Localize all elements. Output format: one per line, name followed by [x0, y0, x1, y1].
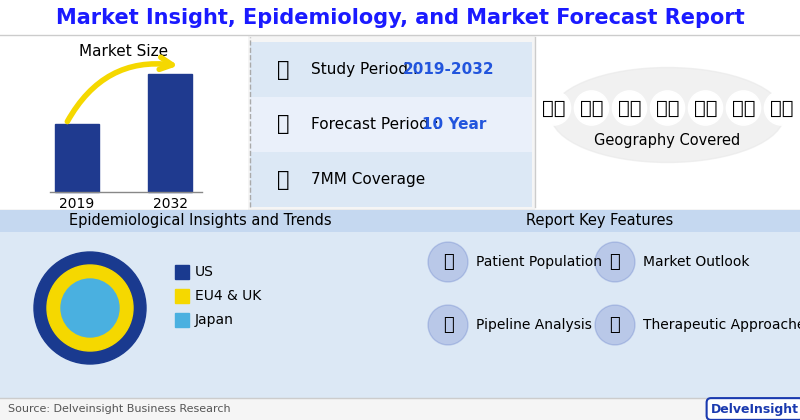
Text: 🇺🇸: 🇺🇸 [542, 99, 566, 118]
Text: 👥: 👥 [442, 253, 454, 271]
Text: Market Outlook: Market Outlook [643, 255, 750, 269]
Text: 2019: 2019 [59, 197, 94, 211]
Text: Japan: Japan [195, 313, 234, 327]
Text: Epidemiological Insights and Trends: Epidemiological Insights and Trends [69, 213, 331, 228]
Text: Pipeline Analysis: Pipeline Analysis [476, 318, 592, 332]
Text: DelveInsight: DelveInsight [711, 402, 799, 415]
Text: 🇯🇵: 🇯🇵 [580, 99, 603, 118]
Circle shape [595, 305, 635, 345]
Text: Market Size: Market Size [79, 45, 169, 60]
Text: Market Insight, Epidemiology, and Market Forecast Report: Market Insight, Epidemiology, and Market… [56, 8, 744, 28]
Text: US: US [195, 265, 214, 279]
FancyBboxPatch shape [0, 210, 400, 398]
Bar [175, 289, 189, 303]
Text: 10 Year: 10 Year [422, 117, 486, 132]
FancyBboxPatch shape [400, 210, 800, 232]
FancyBboxPatch shape [250, 152, 532, 207]
Circle shape [61, 279, 119, 337]
FancyBboxPatch shape [0, 210, 400, 232]
Text: Geography Covered: Geography Covered [594, 132, 741, 147]
Bar [148, 74, 192, 192]
Bar [175, 313, 189, 327]
Circle shape [689, 91, 722, 125]
FancyBboxPatch shape [0, 0, 800, 35]
Circle shape [537, 91, 570, 125]
Circle shape [428, 242, 468, 282]
Text: 📋: 📋 [610, 253, 620, 271]
Text: 🇩🇪: 🇩🇪 [732, 99, 755, 118]
Text: 2019-2032: 2019-2032 [403, 62, 495, 77]
Bar [175, 265, 189, 279]
Circle shape [726, 91, 761, 125]
Text: 🌍: 🌍 [277, 170, 290, 189]
Text: 📅: 📅 [277, 60, 290, 79]
Circle shape [765, 91, 798, 125]
FancyBboxPatch shape [0, 35, 248, 210]
Text: 🇫🇷: 🇫🇷 [656, 99, 679, 118]
Text: Patient Population: Patient Population [476, 255, 602, 269]
Text: 🇪🇸: 🇪🇸 [694, 99, 718, 118]
FancyBboxPatch shape [535, 35, 800, 210]
FancyBboxPatch shape [250, 42, 532, 97]
Circle shape [574, 91, 609, 125]
Text: Therapeutic Approaches: Therapeutic Approaches [643, 318, 800, 332]
Text: 📒: 📒 [610, 316, 620, 334]
Circle shape [47, 265, 133, 351]
Circle shape [595, 242, 635, 282]
FancyBboxPatch shape [250, 97, 532, 152]
Circle shape [428, 305, 468, 345]
Text: 🇮🇹: 🇮🇹 [770, 99, 794, 118]
Text: 🔬: 🔬 [442, 316, 454, 334]
Text: Study Period :: Study Period : [311, 62, 423, 77]
Bar [55, 124, 99, 192]
Ellipse shape [551, 68, 784, 163]
Circle shape [34, 252, 146, 364]
FancyBboxPatch shape [400, 210, 800, 398]
Circle shape [650, 91, 685, 125]
Text: EU4 & UK: EU4 & UK [195, 289, 262, 303]
Text: 📅: 📅 [277, 115, 290, 134]
Text: Source: Delveinsight Business Research: Source: Delveinsight Business Research [8, 404, 230, 414]
Text: 7MM Coverage: 7MM Coverage [311, 172, 426, 187]
Text: 🇬🇧: 🇬🇧 [618, 99, 642, 118]
Circle shape [613, 91, 646, 125]
Text: Forecast Period :: Forecast Period : [311, 117, 444, 132]
Text: 2032: 2032 [153, 197, 187, 211]
Text: Report Key Features: Report Key Features [526, 213, 674, 228]
